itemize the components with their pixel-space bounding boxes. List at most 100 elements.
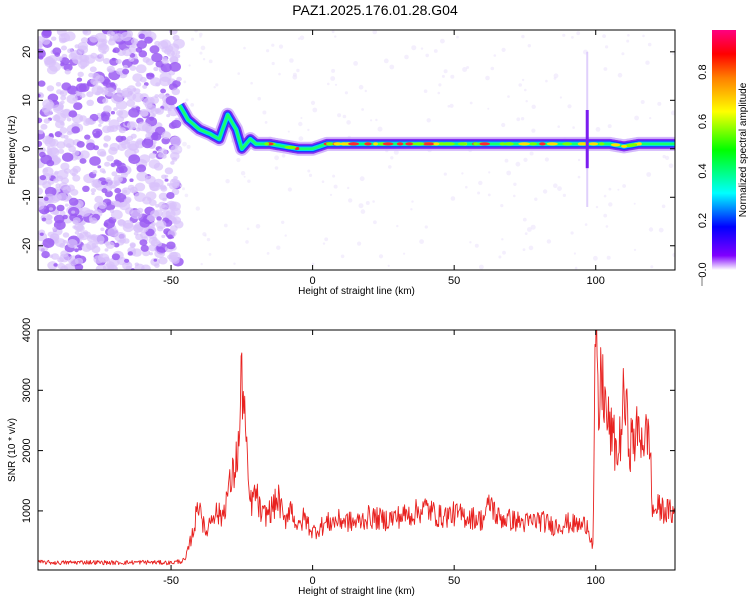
faint-speck — [645, 60, 650, 65]
noise-speck — [79, 115, 87, 122]
faint-speck — [331, 30, 335, 34]
signal-hotspot — [405, 142, 414, 146]
noise-speck — [122, 68, 130, 75]
noise-speck — [111, 253, 120, 261]
noise-speck — [63, 134, 69, 140]
noise-speck — [160, 88, 167, 94]
faint-speck — [332, 174, 336, 178]
spectrogram-axes: -50 0 50 100 -20 -10 0 10 20 Height of straight l… — [7, 29, 676, 297]
signal-hotspot — [326, 142, 334, 146]
noise-speck — [149, 252, 154, 256]
noise-speck — [150, 77, 162, 87]
faint-speck — [236, 157, 241, 163]
noise-speck — [103, 78, 111, 85]
faint-speck — [202, 58, 206, 61]
noise-speck — [109, 82, 116, 87]
noise-speck — [158, 152, 164, 158]
colorbar-tick-label: 0.6 — [697, 114, 709, 129]
faint-speck — [608, 187, 612, 191]
noise-speck — [122, 64, 129, 70]
faint-speck — [331, 68, 336, 73]
faint-speck — [440, 38, 445, 44]
noise-speck — [154, 94, 159, 98]
noise-speck — [61, 82, 72, 91]
noise-speck — [156, 241, 163, 247]
faint-speck — [443, 172, 447, 176]
noise-speck — [46, 148, 53, 154]
noise-speck — [149, 116, 155, 121]
noise-speck — [153, 209, 163, 217]
faint-speck — [340, 254, 345, 259]
faint-speck — [245, 240, 249, 244]
faint-speck — [307, 128, 310, 132]
faint-speck — [310, 100, 316, 105]
noise-speck — [132, 92, 144, 103]
noise-speck — [82, 185, 90, 192]
faint-speck — [602, 34, 606, 38]
faint-speck — [287, 130, 290, 133]
noise-speck — [126, 99, 136, 107]
faint-speck — [603, 194, 607, 198]
noise-speck — [144, 36, 153, 44]
faint-speck — [524, 232, 528, 236]
noise-speck — [139, 154, 151, 164]
y-axis-title: SNR (10 * v/v) — [7, 418, 18, 482]
faint-speck — [289, 58, 294, 63]
noise-speck — [75, 83, 87, 93]
signal-hotspot — [364, 142, 372, 146]
noise-speck — [101, 188, 108, 194]
faint-speck — [348, 198, 353, 203]
noise-speck — [84, 54, 96, 64]
noise-speck — [153, 162, 164, 171]
faint-speck — [649, 117, 652, 120]
colorbar-tick-label: 0.2 — [697, 213, 709, 228]
signal-hotspot — [479, 142, 491, 146]
noise-speck — [126, 135, 134, 142]
signal-hotspot — [528, 142, 538, 146]
faint-speck — [672, 252, 675, 258]
noise-speck — [112, 49, 117, 53]
faint-speck — [243, 46, 246, 50]
faint-speck — [490, 66, 495, 71]
signal-hotspot — [396, 142, 404, 146]
noise-speck — [110, 200, 116, 206]
faint-speck — [603, 67, 608, 71]
noise-speck — [78, 247, 83, 251]
faint-speck — [337, 113, 342, 118]
faint-speck — [247, 179, 251, 183]
colorbar-title: Normalized spectral amplitude — [738, 82, 749, 217]
noise-speck — [99, 253, 104, 257]
faint-speck — [621, 52, 625, 56]
y-tick-label: -10 — [21, 189, 33, 205]
faint-speck — [329, 193, 333, 196]
faint-speck — [322, 242, 326, 245]
noise-speck — [48, 207, 54, 211]
noise-speck — [150, 107, 159, 115]
noise-speck — [103, 105, 112, 113]
faint-speck — [501, 122, 506, 128]
noise-speck — [64, 263, 76, 270]
faint-speck — [246, 227, 250, 231]
noise-speck — [102, 58, 111, 65]
noise-speck — [171, 119, 182, 129]
faint-speck — [370, 119, 373, 122]
noise-speck — [157, 40, 169, 50]
faint-speck — [670, 110, 675, 116]
noise-speck — [139, 218, 150, 228]
noise-speck — [128, 56, 135, 62]
noise-speck — [38, 140, 43, 147]
faint-speck — [423, 89, 428, 93]
y-tick-label: 2000 — [21, 438, 33, 462]
faint-speck — [557, 186, 562, 192]
noise-speck — [63, 63, 73, 72]
faint-speck — [595, 205, 599, 209]
faint-speck — [642, 34, 645, 38]
noise-speck — [38, 129, 44, 135]
noise-speck — [148, 236, 158, 245]
noise-speck — [114, 192, 127, 203]
faint-speck — [266, 252, 270, 255]
colorbar-gradient — [712, 30, 736, 270]
faint-speck — [531, 128, 536, 133]
faint-speck — [534, 197, 538, 201]
